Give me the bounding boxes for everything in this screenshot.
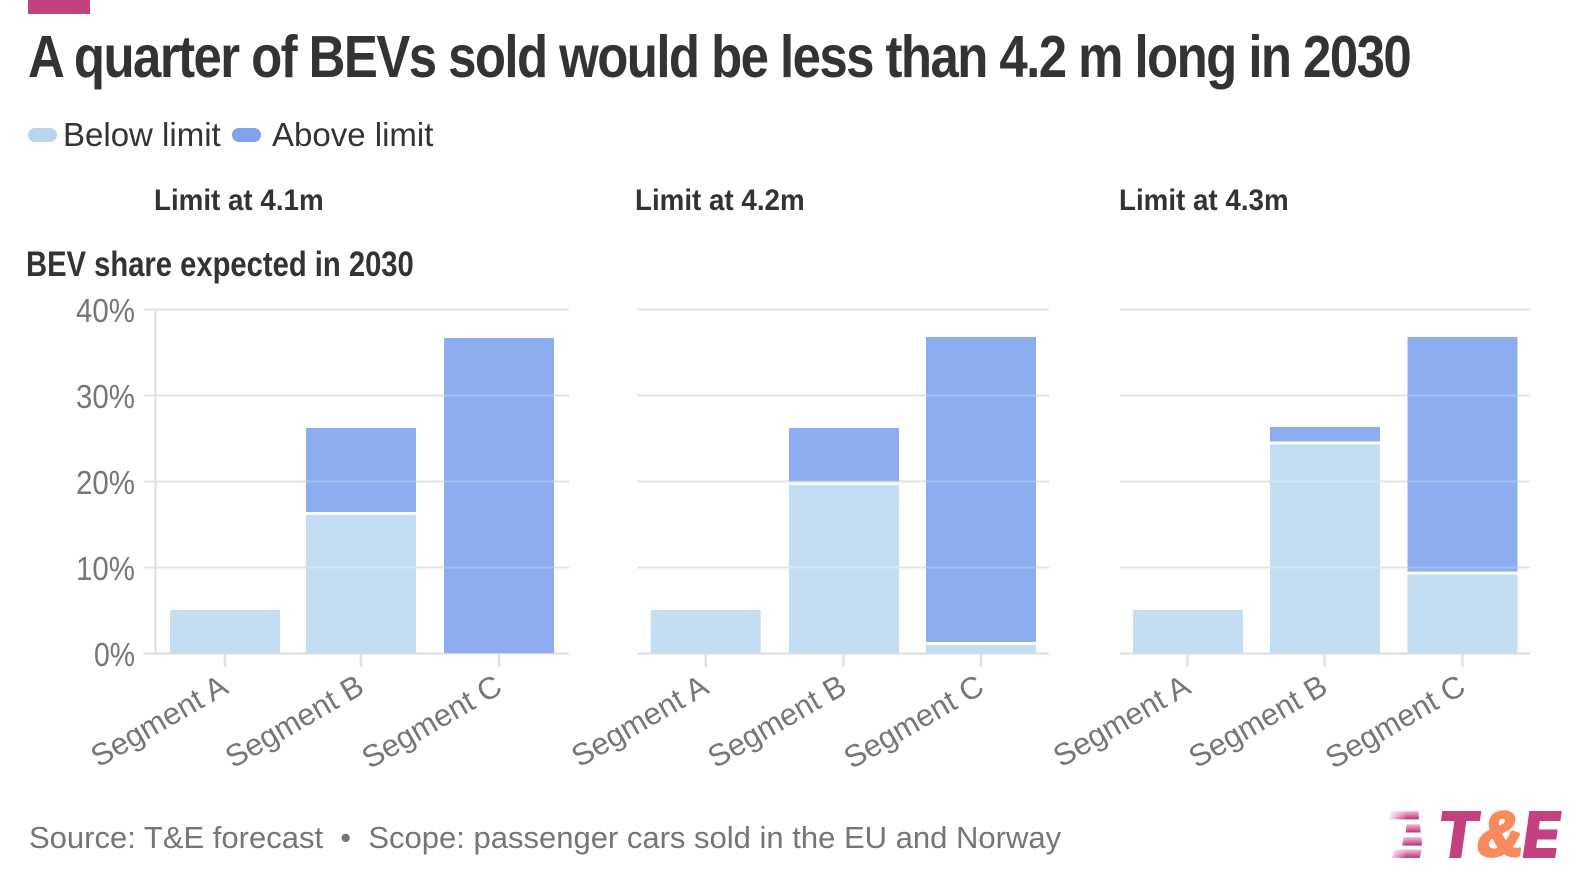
svg-text:Segment B: Segment B — [702, 668, 852, 775]
svg-text:Segment B: Segment B — [1183, 668, 1333, 775]
svg-text:Segment C: Segment C — [838, 668, 990, 776]
svg-text:&: & — [1473, 806, 1528, 862]
svg-text:30%: 30% — [76, 378, 135, 415]
svg-text:Segment C: Segment C — [356, 668, 508, 776]
svg-text:Segment A: Segment A — [565, 668, 714, 774]
svg-text:Segment A: Segment A — [1047, 668, 1196, 774]
svg-text:0%: 0% — [94, 636, 135, 673]
svg-text:10%: 10% — [76, 550, 135, 587]
svg-text:20%: 20% — [76, 464, 135, 501]
svg-text:Segment C: Segment C — [1319, 668, 1471, 776]
svg-text:Segment B: Segment B — [219, 668, 369, 775]
svg-text:40%: 40% — [76, 292, 135, 329]
svg-text:Segment A: Segment A — [85, 668, 234, 774]
